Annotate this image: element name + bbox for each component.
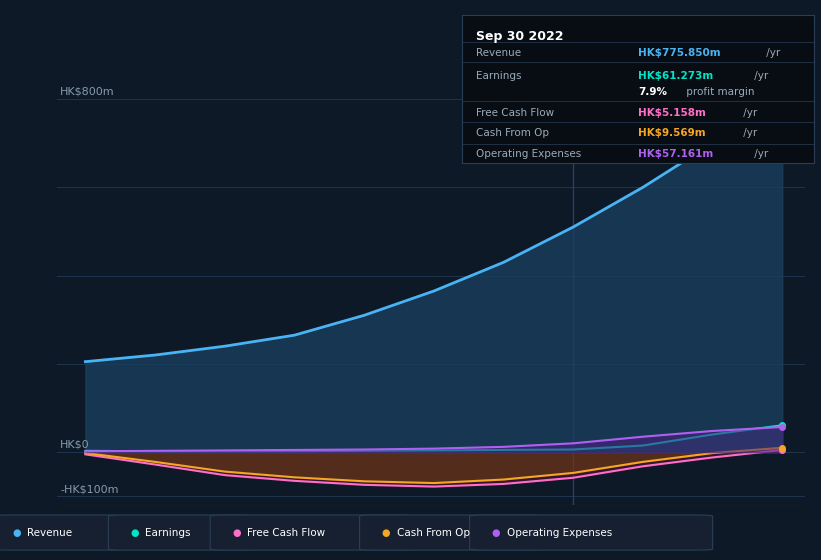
Text: Earnings: Earnings: [476, 71, 522, 81]
FancyBboxPatch shape: [360, 515, 544, 550]
Text: Free Cash Flow: Free Cash Flow: [247, 528, 325, 538]
Text: Cash From Op: Cash From Op: [397, 528, 470, 538]
Text: Revenue: Revenue: [27, 528, 72, 538]
Text: Sep 30 2022: Sep 30 2022: [476, 30, 564, 43]
Text: Earnings: Earnings: [145, 528, 190, 538]
Text: Operating Expenses: Operating Expenses: [476, 149, 581, 159]
Text: /yr: /yr: [740, 108, 757, 118]
Text: ●: ●: [12, 528, 21, 538]
Text: Revenue: Revenue: [476, 49, 521, 58]
Text: Free Cash Flow: Free Cash Flow: [476, 108, 554, 118]
Text: Cash From Op: Cash From Op: [476, 128, 549, 138]
Text: ●: ●: [382, 528, 390, 538]
Text: profit margin: profit margin: [683, 87, 754, 97]
Text: -HK$100m: -HK$100m: [60, 484, 119, 494]
Text: HK$800m: HK$800m: [60, 87, 115, 97]
Text: HK$57.161m: HK$57.161m: [638, 149, 713, 159]
Text: /yr: /yr: [740, 128, 757, 138]
FancyBboxPatch shape: [0, 515, 125, 550]
Text: /yr: /yr: [751, 149, 768, 159]
Text: HK$61.273m: HK$61.273m: [638, 71, 713, 81]
Text: Operating Expenses: Operating Expenses: [507, 528, 612, 538]
Text: /yr: /yr: [763, 49, 780, 58]
Text: ●: ●: [492, 528, 500, 538]
Text: HK$0: HK$0: [60, 440, 89, 450]
Text: 7.9%: 7.9%: [638, 87, 667, 97]
Text: HK$5.158m: HK$5.158m: [638, 108, 706, 118]
FancyBboxPatch shape: [108, 515, 253, 550]
Text: HK$9.569m: HK$9.569m: [638, 128, 705, 138]
FancyBboxPatch shape: [470, 515, 713, 550]
FancyBboxPatch shape: [210, 515, 414, 550]
Text: ●: ●: [232, 528, 241, 538]
Text: HK$775.850m: HK$775.850m: [638, 49, 721, 58]
Text: ●: ●: [131, 528, 139, 538]
Text: /yr: /yr: [751, 71, 768, 81]
